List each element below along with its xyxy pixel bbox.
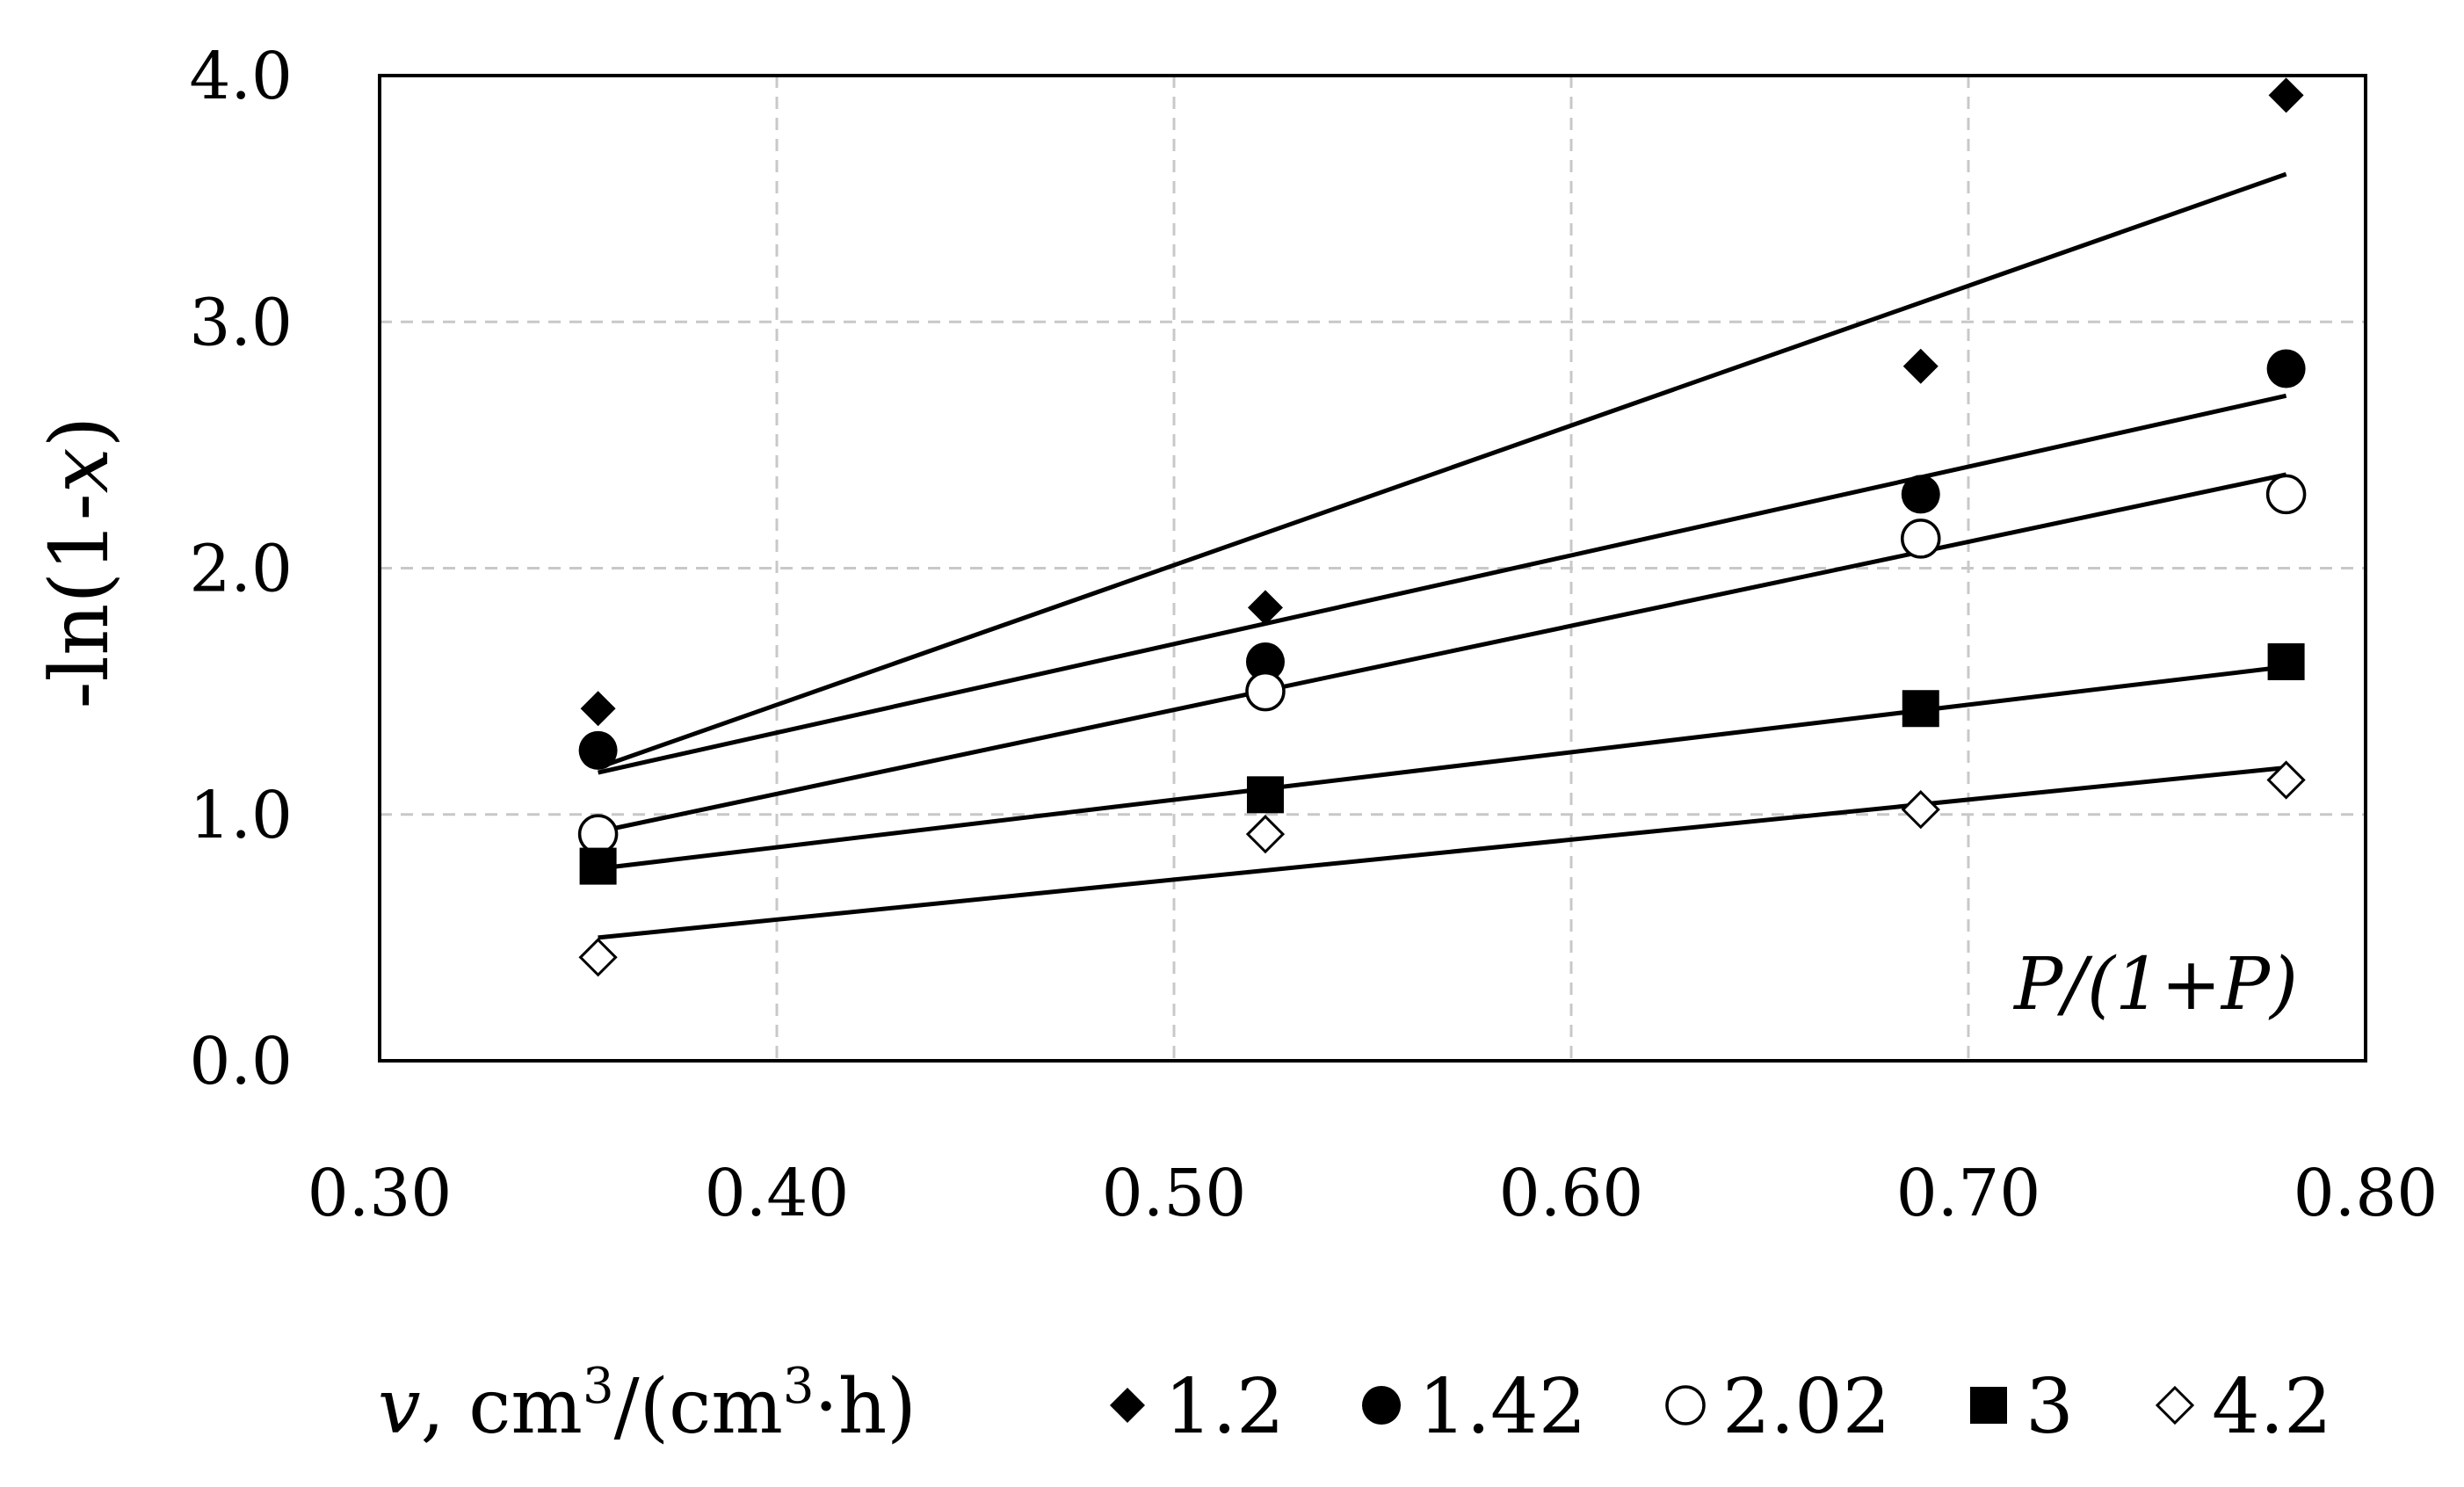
x-axis-title-variable: v [378,1363,421,1451]
legend-marker-2-02 [1665,1385,1706,1425]
plot-annotation: P/(1+P) [2012,943,2298,1026]
y-tick-label: 3.0 [189,285,293,360]
data-point-series-1-42 [1901,475,1940,514]
y-axis-title-prefix: -ln(1- [33,493,127,708]
legend-items: 1.2 1.42 2.02 3 4.2 [1110,1363,2332,1451]
legend-marker-1-2 [1110,1388,1145,1423]
y-tick-label: 4.0 [189,39,293,114]
data-point-series-3 [1246,776,1284,814]
trend-lines [597,171,2287,940]
x-axis-title-units-a: , cm [421,1363,583,1451]
legend-label-4-2: 4.2 [2212,1363,2332,1451]
data-point-series-2-02 [1901,519,1941,559]
x-tick-label: 0.50 [1102,1156,1247,1231]
legend: v, cm3/(cm3·h) 1.2 1.42 2.02 3 4.2 [378,1358,2332,1451]
y-axis-title-suffix: ) [33,416,127,447]
legend-marker-3 [1970,1387,2007,1424]
data-point-series-1-42 [1245,642,1285,681]
x-axis-title-units-c: h) [838,1363,917,1451]
legend-marker-1-42 [1362,1386,1401,1425]
data-point-series-1-2 [1902,348,1939,384]
x-axis-title-sup-2: 3 [783,1358,815,1415]
data-point-series-1-2 [580,691,616,727]
tick-labels: 0.30 0.40 0.50 0.60 0.70 0.80 0.0 1.0 2.0 3.0 4.0 [189,39,2438,1231]
trend-line-series-2-02 [598,472,2287,834]
legend-label-2-02: 2.02 [1722,1363,1890,1451]
data-point-series-4-2 [2266,760,2306,800]
legend-marker-4-2 [2155,1385,2195,1425]
data-point-series-3 [1902,690,1939,728]
data-point-series-4-2 [1901,790,1940,830]
x-tick-label: 0.60 [1499,1156,1644,1231]
data-point-series-3 [2267,642,2305,680]
data-points [577,77,2307,977]
data-point-series-4-2 [1245,815,1286,854]
x-tick-label: 0.70 [1896,1156,2041,1231]
trend-line-series-1-2 [597,171,2287,770]
legend-label-1-2: 1.2 [1164,1363,1285,1451]
data-point-series-1-42 [578,730,618,770]
x-axis-title: v, cm3/(cm3·h) [378,1358,917,1451]
data-point-series-1-42 [2266,349,2306,388]
data-point-series-1-2 [2268,77,2304,113]
x-tick-label: 0.30 [308,1156,453,1231]
data-point-series-2-02 [2265,474,2307,515]
y-tick-label: 1.0 [189,778,293,853]
y-tick-label: 0.0 [189,1024,293,1099]
trend-line-series-3 [598,664,2286,871]
x-axis-title-units-b: /(cm [614,1363,783,1451]
y-axis-title: -ln(1-x) [33,416,127,708]
x-axis-title-sup-1: 3 [583,1358,614,1415]
y-tick-label: 2.0 [189,532,293,607]
data-point-series-2-02 [577,814,619,854]
x-axis-title-dot: · [815,1363,838,1451]
data-point-series-2-02 [1245,671,1286,712]
legend-label-3: 3 [2026,1363,2074,1451]
data-point-series-3 [579,847,617,885]
x-tick-label: 0.80 [2294,1156,2439,1231]
trend-line-series-1-42 [598,393,2287,775]
data-point-series-1-2 [1247,590,1283,626]
legend-label-1-42: 1.42 [1418,1363,1586,1451]
plot-area-frame [378,74,2367,1063]
trend-line-series-4-2 [598,765,2286,940]
grid [380,76,2366,1061]
y-axis-title-variable: x [33,447,127,493]
data-point-series-4-2 [578,938,618,977]
x-tick-label: 0.40 [705,1156,850,1231]
